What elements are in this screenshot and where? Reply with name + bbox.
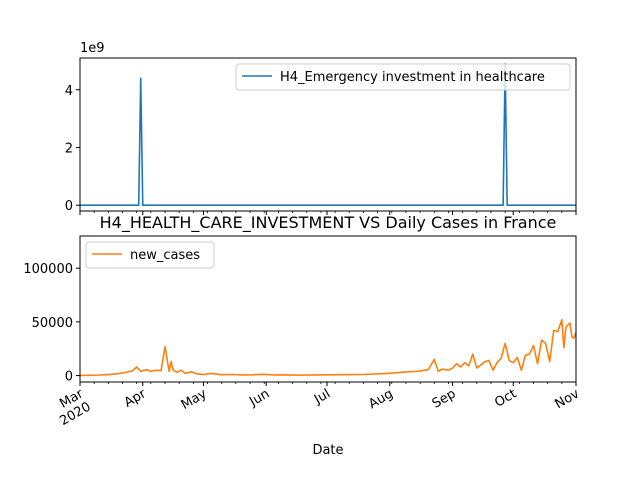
top-chart-panel: 0 2 4 1e9 H4_Emergency investment in healt… [65, 41, 577, 215]
bottom-y-ticks: 0 50000 100000 [23, 262, 80, 385]
top-y-exponent-label: 1e9 [80, 41, 105, 56]
top-axes-frame [79, 57, 577, 212]
bottom-legend-box [85, 241, 215, 269]
top-y-tick-label: 0 [65, 199, 73, 214]
top-series-line [80, 62, 576, 207]
top-x-ticks [79, 211, 577, 215]
bottom-legend: new_cases [85, 241, 215, 269]
bottom-chart-title: H4_HEALTH_CARE_INVESTMENT VS Daily Cases… [100, 213, 557, 233]
bottom-y-tick-label: 0 [65, 370, 73, 385]
top-y-ticks: 0 2 4 [65, 84, 80, 214]
bottom-x-tick-label: Jul [311, 386, 333, 407]
top-legend: H4_Emergency investment in healthcare [235, 63, 571, 91]
bottom-legend-label: new_cases [130, 248, 200, 263]
top-series-group [80, 62, 576, 207]
top-y-tick-label: 2 [65, 141, 73, 156]
bottom-y-tick-label: 50000 [32, 316, 73, 331]
top-legend-box [235, 63, 571, 91]
bottom-series-line [79, 318, 577, 377]
top-legend-label: H4_Emergency investment in healthcare [280, 70, 545, 85]
bottom-y-tick-label: 100000 [23, 262, 73, 277]
top-y-tick-label: 4 [65, 84, 73, 99]
bottom-series-group [79, 318, 577, 377]
bottom-x-axis-label: Date [312, 443, 343, 458]
bottom-axes-frame [79, 235, 577, 383]
